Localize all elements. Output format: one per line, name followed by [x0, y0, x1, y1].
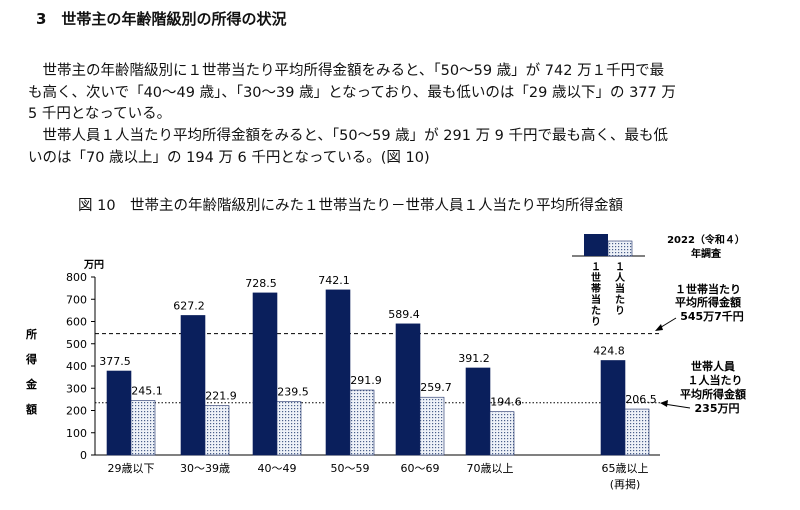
annotation-arrowhead [660, 400, 668, 407]
data-label: 627.2 [173, 299, 205, 312]
category-label: 70歳以上 [467, 462, 514, 475]
average-annotation: 平均所得金額 [680, 387, 746, 401]
category-label: 29歳以下 [108, 462, 155, 475]
y-tick-label: 100 [66, 427, 87, 440]
y-axis-label: 金 [25, 377, 38, 391]
data-label: 239.5 [277, 386, 309, 399]
bar-per-person [419, 396, 445, 456]
bar-household [325, 289, 351, 456]
bar-household [106, 370, 132, 456]
bar-per-person [624, 408, 650, 456]
average-annotation: 545万7千円 [680, 309, 744, 323]
bar-per-person [489, 411, 515, 456]
bar-per-person [130, 400, 156, 456]
legend-year: 2022（令和４） [667, 233, 745, 246]
y-tick-label: 0 [80, 449, 87, 462]
average-annotation: １世帯当たり [675, 282, 741, 296]
legend-swatch-per-person [607, 240, 633, 257]
y-tick-label: 700 [66, 293, 87, 306]
category-label: 50～59 [331, 462, 370, 475]
data-label: 221.9 [205, 390, 237, 403]
y-tick-label: 300 [66, 382, 87, 395]
data-label: 377.5 [99, 355, 131, 368]
annotation-arrowhead [655, 324, 663, 331]
legend-series-label: １人当たり [615, 261, 626, 317]
data-label: 424.8 [593, 344, 625, 357]
category-sublabel: (再掲) [610, 477, 641, 491]
paragraph-line: も高く、次いで「40～49 歳」、「30～39 歳」となっており、最も低いのは「… [28, 85, 676, 101]
y-tick-label: 200 [66, 405, 87, 418]
data-label: 728.5 [245, 277, 277, 290]
bar-household [395, 323, 421, 456]
section-title: 3 世帯主の年齢階級別の所得の状況 [36, 10, 287, 28]
average-annotation: １人当たり [688, 373, 743, 387]
unit-label: 万円 [83, 259, 104, 271]
data-label: 245.1 [131, 384, 163, 397]
legend-series-label: １世帯当たり [591, 261, 601, 328]
data-label: 291.9 [350, 374, 382, 387]
data-label: 259.7 [420, 381, 452, 394]
bar-per-person [349, 389, 375, 456]
category-label: 30～39歳 [180, 462, 230, 475]
data-label: 194.6 [490, 396, 522, 409]
paragraph-line: 世帯主の年齢階級別に１世帯当たり平均所得金額をみると、「50～59 歳」が 74… [28, 63, 665, 79]
legend-swatch-household [584, 234, 608, 256]
y-tick-label: 600 [66, 316, 87, 329]
data-label: 391.2 [458, 352, 490, 365]
paragraph-line: いのは「70 歳以上」の 194 万 6 千円となっている。(図 10) [28, 150, 430, 166]
bar-per-person [204, 405, 230, 456]
y-axis-label: 得 [25, 352, 37, 366]
y-axis-label: 額 [25, 402, 37, 416]
figure-caption: 図 10 世帯主の年齢階級別にみた１世帯当たり－世帯人員１人当たり平均所得金額 [78, 198, 624, 214]
bar-per-person [276, 401, 302, 456]
average-annotation: 世帯人員 [691, 359, 735, 373]
y-tick-label: 800 [66, 271, 87, 284]
category-label: 40～49 [258, 462, 297, 475]
y-axis-label: 所 [26, 327, 37, 341]
y-tick-label: 500 [66, 338, 87, 351]
average-annotation: 235万円 [695, 402, 740, 415]
paragraph-line: 世帯人員１人当たり平均所得金額をみると、「50～59 歳」が 291 万 9 千… [28, 128, 669, 144]
y-tick-label: 400 [66, 360, 87, 373]
paragraph-line: 5 千円となっている。 [28, 106, 172, 122]
data-label: 589.4 [388, 308, 420, 321]
bar-household [600, 360, 626, 456]
category-label: 60～69 [401, 462, 440, 475]
bar-household [180, 315, 206, 456]
data-label: 742.1 [318, 274, 350, 287]
data-label: 206.5 [625, 393, 657, 406]
bar-household [465, 367, 491, 456]
bar-household [252, 292, 278, 456]
legend-survey: 年調査 [691, 247, 722, 260]
average-annotation: 平均所得金額 [675, 295, 741, 309]
category-label: 65歳以上 [602, 462, 649, 475]
annotation-arrow [663, 403, 691, 409]
